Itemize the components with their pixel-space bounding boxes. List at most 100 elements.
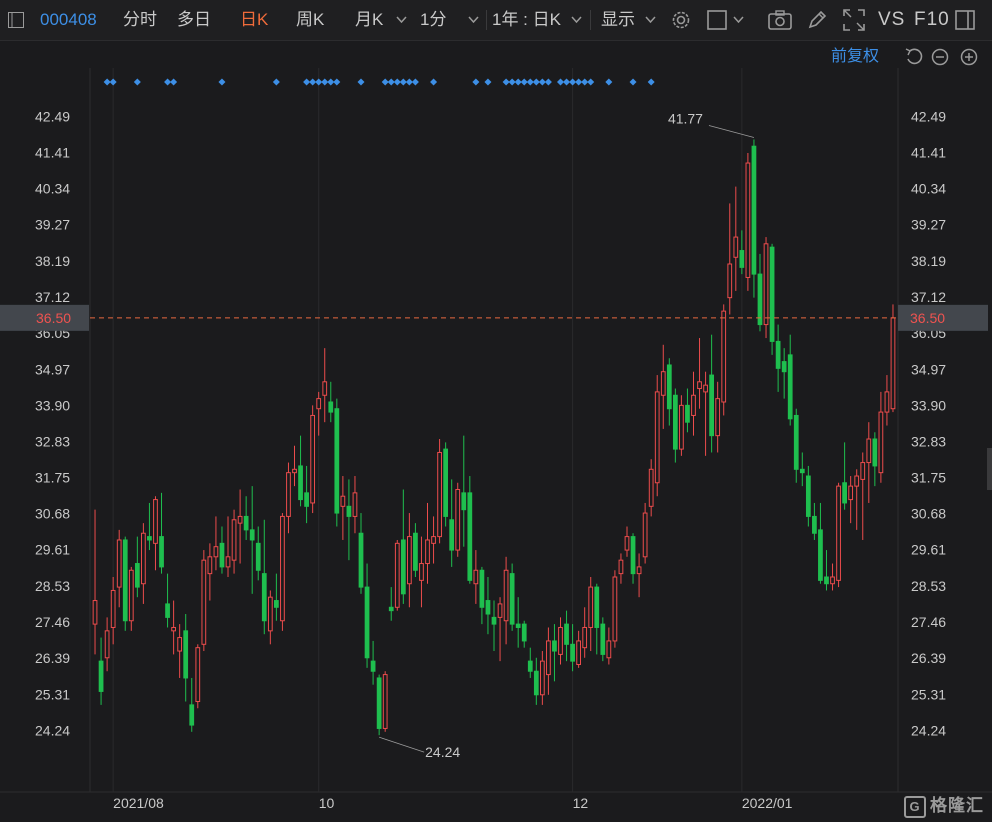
chevron-down-icon[interactable] [645,16,656,24]
candle[interactable] [394,539,400,611]
event-marker-icon[interactable] [387,78,395,86]
candle[interactable] [878,391,884,483]
candle[interactable] [370,640,376,685]
tab-1-minute[interactable]: 1分 [420,10,447,29]
candle[interactable] [225,516,231,577]
candle[interactable] [298,435,303,507]
undo-reset-icon[interactable] [905,48,923,66]
event-marker-icon[interactable] [393,78,401,86]
candle[interactable] [183,614,189,702]
candle[interactable] [267,590,273,645]
candle[interactable] [582,607,588,658]
candle[interactable] [249,486,255,594]
side-panel-icon[interactable] [955,10,975,30]
candlestick-chart[interactable]: 42.4941.4140.3439.2738.1937.1236.0534.97… [0,40,992,822]
candle[interactable] [364,563,370,668]
candle[interactable] [104,617,110,672]
candle[interactable] [576,630,582,668]
candle[interactable] [92,509,98,655]
candle[interactable] [564,610,569,662]
candle[interactable] [165,573,170,628]
tab-intraday[interactable]: 分时 [123,10,157,29]
event-marker-icon[interactable] [575,78,583,86]
candle[interactable] [600,617,606,662]
pencil-draw-icon[interactable] [806,9,828,31]
event-marker-icon[interactable] [556,78,564,86]
candle[interactable] [316,391,322,436]
candle[interactable] [558,617,563,665]
event-marker-icon[interactable] [103,78,111,86]
candle[interactable] [437,439,442,544]
candle[interactable] [630,533,636,584]
candle[interactable] [171,600,176,655]
event-marker-icon[interactable] [218,78,226,86]
candle[interactable] [419,536,424,608]
candle[interactable] [134,536,140,598]
candle[interactable] [824,550,829,591]
candle[interactable] [872,432,878,487]
event-marker-icon[interactable] [272,78,280,86]
candle[interactable] [769,243,775,355]
candle[interactable] [261,519,267,635]
candle[interactable] [153,496,158,571]
candle[interactable] [400,489,406,604]
candle[interactable] [745,152,751,291]
event-marker-icon[interactable] [569,78,577,86]
candle[interactable] [679,395,684,456]
candle[interactable] [159,492,164,574]
candle[interactable] [122,536,128,631]
candle[interactable] [213,516,219,571]
candle[interactable] [666,358,672,426]
candle[interactable] [854,469,860,530]
event-marker-icon[interactable] [170,78,178,86]
candle[interactable] [286,462,291,534]
candle[interactable] [376,674,382,736]
candle[interactable] [503,556,509,645]
stock-code[interactable]: 000408 [40,10,97,29]
candle[interactable] [552,624,557,682]
candle[interactable] [340,476,346,540]
candle[interactable] [461,435,467,547]
chevron-down-icon[interactable] [571,16,582,24]
candle[interactable] [207,543,213,601]
candle[interactable] [509,563,515,631]
event-marker-icon[interactable] [605,78,613,86]
candle[interactable] [527,647,533,678]
range-selector[interactable]: 1年 : 日K [492,10,561,29]
candle[interactable] [588,576,594,652]
candle[interactable] [443,442,449,527]
candle[interactable] [842,442,847,510]
candle[interactable] [515,597,521,648]
candle[interactable] [177,624,183,678]
event-marker-icon[interactable] [327,78,335,86]
candle[interactable] [413,523,418,577]
tab-monthly-k[interactable]: 月K [355,10,384,29]
candle[interactable] [672,388,678,463]
candle[interactable] [128,566,134,631]
candle[interactable] [848,476,854,524]
candle[interactable] [715,381,721,453]
event-marker-icon[interactable] [629,78,637,86]
fullscreen-icon[interactable] [843,9,865,31]
event-marker-icon[interactable] [321,78,329,86]
candle[interactable] [243,496,249,540]
candle[interactable] [799,452,805,487]
candle[interactable] [830,563,835,591]
event-marker-icon[interactable] [381,78,389,86]
candle[interactable] [304,465,309,524]
event-marker-icon[interactable] [109,78,117,86]
event-marker-icon[interactable] [647,78,655,86]
event-marker-icon[interactable] [303,78,311,86]
candle[interactable] [775,324,781,392]
sidebar-toggle-icon[interactable] [8,12,24,28]
event-marker-icon[interactable] [405,78,413,86]
candle[interactable] [533,657,539,705]
settings-gear-icon[interactable] [670,9,692,31]
candle[interactable] [201,550,207,652]
candle[interactable] [884,375,890,426]
candle[interactable] [793,408,799,483]
candle[interactable] [805,465,811,527]
candle[interactable] [703,371,708,456]
candle[interactable] [521,620,527,648]
event-marker-icon[interactable] [309,78,317,86]
